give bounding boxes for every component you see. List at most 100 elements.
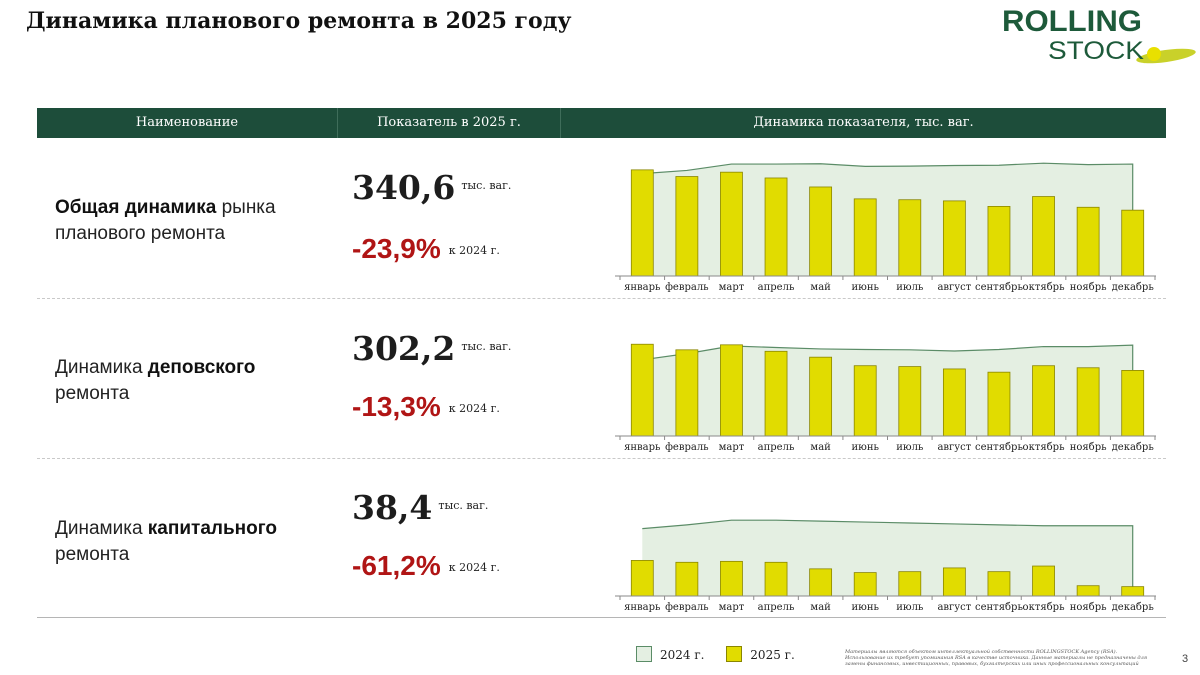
logo-line2: STOCK (1048, 37, 1144, 65)
x-tick-label: август (937, 282, 971, 293)
bar-2025-3 (720, 560, 743, 597)
area-2024 (642, 163, 1133, 276)
x-tick-label: январь (624, 282, 661, 293)
bar-2025-3 (720, 171, 743, 277)
legend-swatch-2025 (726, 646, 743, 662)
x-tick-label: июнь (851, 442, 879, 453)
change-capital: -61,2% к 2024 г. (352, 549, 500, 585)
change-note: к 2024 г. (448, 402, 500, 415)
x-tick-label: ноябрь (1070, 282, 1107, 293)
bar-2025-1 (630, 560, 654, 597)
row-title-pre: Динамика (55, 518, 148, 539)
bar-2025-12 (1121, 370, 1145, 437)
x-tick-label: ноябрь (1070, 442, 1107, 453)
disclaimer: Материалы являются объектом интеллектуал… (845, 649, 1165, 667)
row-title-pre: Динамика (55, 357, 148, 378)
bar-2025-11 (1076, 585, 1100, 597)
x-tick-label: май (810, 282, 831, 293)
row-divider (37, 298, 1166, 299)
bar-2025-4 (764, 350, 788, 437)
legend-2025: 2025 г. (726, 646, 795, 662)
bar-2025-8 (942, 368, 966, 437)
legend-2024: 2024 г. (636, 646, 704, 662)
x-tick-label: сентябрь (975, 602, 1023, 613)
bar-2025-2 (675, 561, 699, 597)
page-number: 3 (1182, 653, 1189, 665)
disclaimer-line: Материалы являются объектом интеллектуал… (845, 649, 1118, 655)
value-total: 340,6 тыс. ваг. (352, 167, 511, 207)
bar-2025-12 (1121, 586, 1145, 597)
bar-2025-2 (675, 349, 699, 437)
row-title-rest: рынка планового ремонта (55, 197, 276, 244)
logo-swoosh (1136, 48, 1196, 64)
x-tick-label: май (810, 602, 831, 613)
bar-2025-5 (809, 186, 833, 277)
bar-2025-10 (1032, 565, 1055, 597)
x-tick-label: октябрь (1023, 282, 1066, 293)
x-tick-label: ноябрь (1070, 602, 1107, 613)
x-tick-label: сентябрь (975, 282, 1023, 293)
table-bottom-border (37, 617, 1166, 618)
x-tick-label: март (719, 282, 745, 293)
row-title-bold: деповского (147, 357, 256, 378)
bar-2025-10 (1032, 365, 1055, 437)
change-total: -23,9% к 2024 г. (352, 232, 500, 268)
x-tick-label: январь (624, 442, 661, 453)
row-title-bold: капитального (147, 518, 278, 539)
x-tick-label: апрель (758, 282, 795, 293)
disclaimer-line: замены финансовых, инвестиционных, право… (845, 661, 1139, 667)
value-number: 38,4 (352, 488, 433, 527)
value-depot: 302,2 тыс. ваг. (352, 328, 511, 368)
bar-2025-1 (630, 169, 654, 277)
value-unit: тыс. ваг. (438, 499, 489, 512)
bar-2025-6 (853, 198, 877, 277)
bar-2025-7 (898, 571, 922, 597)
legend-swatch-2024 (636, 646, 652, 662)
bar-2025-4 (764, 561, 788, 597)
x-tick-label: апрель (758, 602, 795, 613)
bar-2025-2 (675, 176, 699, 277)
chart-depot: январь февраль март апрель май июнь июль август… (615, 343, 1156, 453)
bar-2025-12 (1121, 209, 1145, 277)
page-title: Динамика планового ремонта в 2025 году (26, 8, 572, 34)
row-title-rest: ремонта (55, 383, 130, 404)
x-tick-label: декабрь (1112, 602, 1155, 613)
bar-2025-5 (809, 356, 833, 437)
table-header: Наименование Показатель в 2025 г. Динами… (37, 108, 1166, 138)
bar-2025-8 (942, 567, 966, 597)
change-value: -61,2% (352, 550, 441, 581)
bar-2025-8 (942, 200, 966, 277)
logo-sun (1147, 47, 1161, 61)
x-tick-label: июль (896, 282, 924, 293)
line-2024 (642, 162, 1134, 276)
x-tick-label: октябрь (1023, 442, 1066, 453)
header-col-value: Показатель в 2025 г. (377, 115, 521, 130)
x-tick-label: май (810, 442, 831, 453)
x-tick-label: декабрь (1112, 442, 1155, 453)
value-number: 340,6 (352, 168, 456, 207)
change-note: к 2024 г. (448, 561, 500, 574)
chart-total: январь февраль март апрель май июнь июль август… (615, 162, 1156, 293)
bar-2025-11 (1076, 206, 1100, 277)
rollingstock-logo: ROLLING STOCK (1002, 5, 1196, 65)
value-unit: тыс. ваг. (461, 340, 512, 353)
chart-capital: январь февраль март апрель май июнь июль август… (615, 519, 1156, 613)
x-tick-label: июль (896, 602, 924, 613)
logo-line1: ROLLING (1002, 5, 1142, 38)
legend-label-2025: 2025 г. (750, 648, 795, 662)
bar-2025-1 (630, 343, 654, 437)
x-tick-label: март (719, 442, 745, 453)
x-tick-label: февраль (665, 282, 709, 293)
x-tick-label: январь (624, 602, 661, 613)
row-title-total: Общая динамика рынка планового ремонта (55, 195, 335, 247)
area-2024 (642, 345, 1133, 436)
change-depot: -13,3% к 2024 г. (352, 390, 500, 426)
area-2024 (642, 520, 1133, 596)
bar-2025-10 (1032, 196, 1055, 277)
bar-2025-7 (898, 366, 922, 437)
bar-2025-7 (898, 199, 922, 277)
disclaimer-line: Использование их требует упоминания RSA … (845, 655, 1148, 661)
row-title-capital: Динамика капитального ремонта (55, 516, 335, 568)
x-tick-label: апрель (758, 442, 795, 453)
x-tick-label: июнь (851, 602, 879, 613)
